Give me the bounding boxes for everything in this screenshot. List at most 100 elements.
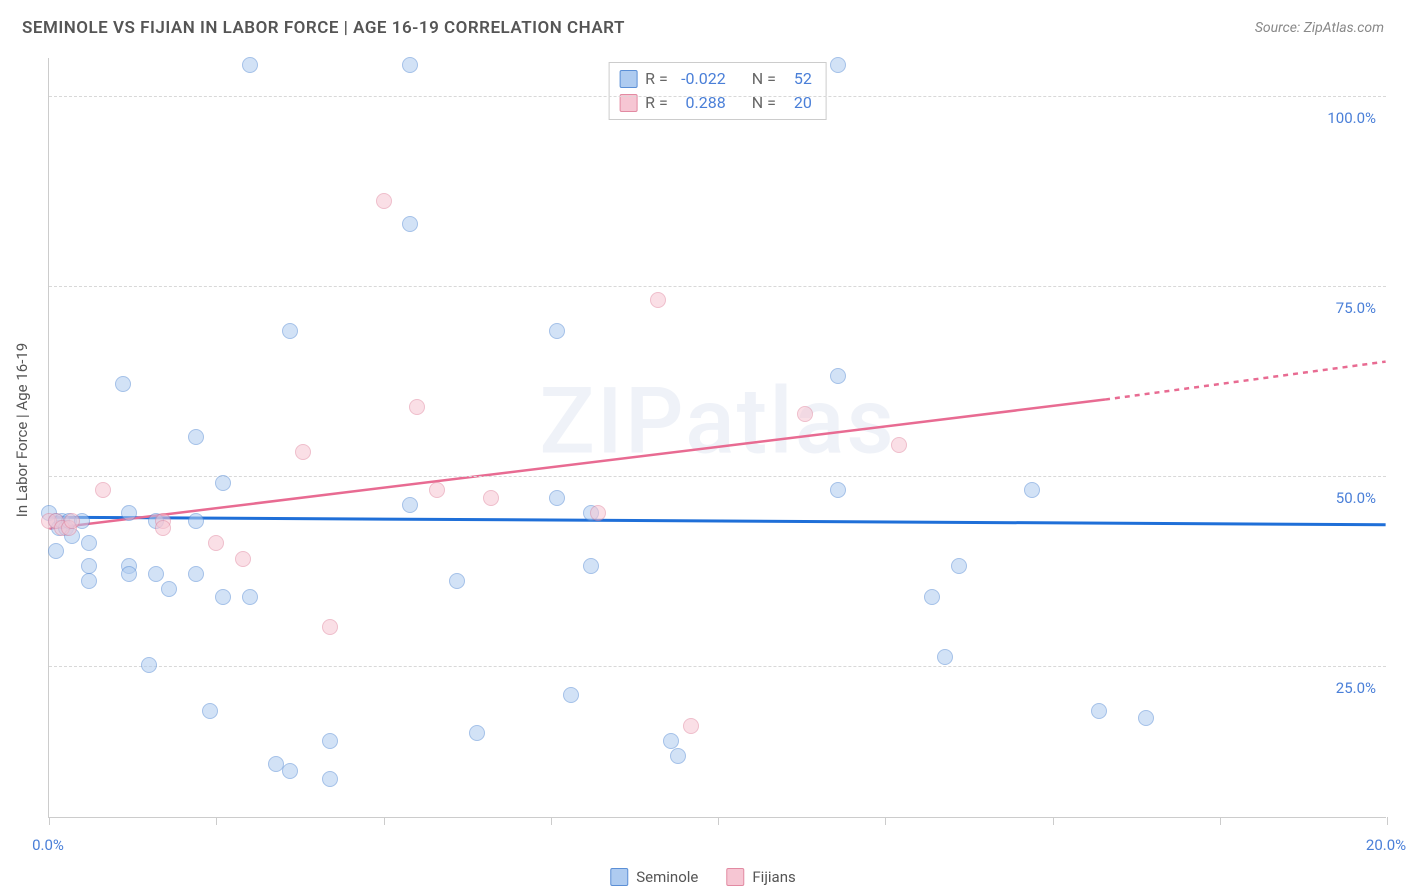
data-point xyxy=(188,513,204,529)
data-point xyxy=(282,763,298,779)
legend-swatch xyxy=(610,868,628,886)
r-value: -0.022 xyxy=(676,67,726,91)
data-point xyxy=(295,444,311,460)
y-tick-label: 50.0% xyxy=(1336,489,1376,507)
data-point xyxy=(322,619,338,635)
legend-label: Fijians xyxy=(752,868,795,886)
x-tick xyxy=(1220,817,1221,825)
n-value: 20 xyxy=(784,91,812,115)
data-point xyxy=(121,566,137,582)
chart-title: SEMINOLE VS FIJIAN IN LABOR FORCE | AGE … xyxy=(22,18,625,38)
data-point xyxy=(830,368,846,384)
gridline xyxy=(49,96,1386,97)
data-point xyxy=(282,323,298,339)
gridline xyxy=(49,666,1386,667)
x-tick xyxy=(885,817,886,825)
data-point xyxy=(161,581,177,597)
data-point xyxy=(48,543,64,559)
y-tick-label: 100.0% xyxy=(1327,109,1376,127)
chart-header: SEMINOLE VS FIJIAN IN LABOR FORCE | AGE … xyxy=(22,18,1384,38)
x-tick xyxy=(551,817,552,825)
y-axis-title: In Labor Force | Age 16-19 xyxy=(13,343,31,517)
data-point xyxy=(409,399,425,415)
data-point xyxy=(1091,703,1107,719)
data-point xyxy=(402,497,418,513)
legend-swatch xyxy=(619,70,637,88)
data-point xyxy=(81,573,97,589)
data-point xyxy=(583,558,599,574)
data-point xyxy=(663,733,679,749)
n-label: N = xyxy=(752,91,776,115)
r-label: R = xyxy=(645,91,668,115)
data-point xyxy=(115,376,131,392)
data-point xyxy=(121,505,137,521)
x-tick xyxy=(384,817,385,825)
data-point xyxy=(242,589,258,605)
data-point xyxy=(188,566,204,582)
gridline xyxy=(49,286,1386,287)
data-point xyxy=(683,718,699,734)
legend-label: Seminole xyxy=(636,868,698,886)
data-point xyxy=(81,535,97,551)
data-point xyxy=(148,566,164,582)
data-point xyxy=(670,748,686,764)
x-tick xyxy=(49,817,50,825)
data-point xyxy=(95,482,111,498)
data-point xyxy=(951,558,967,574)
x-tick xyxy=(1387,817,1388,825)
data-point xyxy=(937,649,953,665)
watermark-text: ZIPatlas xyxy=(539,369,895,476)
data-point xyxy=(449,573,465,589)
data-point xyxy=(650,292,666,308)
data-point xyxy=(797,406,813,422)
data-point xyxy=(155,520,171,536)
x-tick-label: 0.0% xyxy=(32,836,64,854)
data-point xyxy=(830,57,846,73)
data-point xyxy=(1024,482,1040,498)
data-point xyxy=(208,535,224,551)
x-tick xyxy=(1053,817,1054,825)
data-point xyxy=(215,589,231,605)
data-point xyxy=(1138,710,1154,726)
data-point xyxy=(235,551,251,567)
x-tick-label: 20.0% xyxy=(1366,836,1406,854)
data-point xyxy=(469,725,485,741)
data-point xyxy=(549,323,565,339)
data-point xyxy=(891,437,907,453)
data-point xyxy=(376,193,392,209)
data-point xyxy=(402,216,418,232)
data-point xyxy=(549,490,565,506)
data-point xyxy=(830,482,846,498)
n-label: N = xyxy=(752,67,776,91)
legend-item: Fijians xyxy=(726,868,795,886)
data-point xyxy=(563,687,579,703)
legend-item: Seminole xyxy=(610,868,698,886)
y-tick-label: 75.0% xyxy=(1336,299,1376,317)
r-label: R = xyxy=(645,67,668,91)
scatter-chart: ZIPatlas R =-0.022N =52R =0.288N =20 25.… xyxy=(48,58,1386,818)
data-point xyxy=(64,513,80,529)
series-legend: Seminole Fijians xyxy=(610,868,795,886)
data-point xyxy=(81,558,97,574)
data-point xyxy=(322,733,338,749)
data-point xyxy=(242,57,258,73)
data-point xyxy=(188,429,204,445)
y-tick-label: 25.0% xyxy=(1336,679,1376,697)
data-point xyxy=(402,57,418,73)
data-point xyxy=(141,657,157,673)
data-point xyxy=(590,505,606,521)
legend-swatch xyxy=(726,868,744,886)
gridline xyxy=(49,476,1386,477)
data-point xyxy=(483,490,499,506)
data-point xyxy=(202,703,218,719)
r-value: 0.288 xyxy=(676,91,726,115)
x-tick xyxy=(216,817,217,825)
source-attribution: Source: ZipAtlas.com xyxy=(1255,20,1384,36)
x-tick xyxy=(718,817,719,825)
correlation-row: R = 0.288 N = 20 xyxy=(619,91,812,115)
data-point xyxy=(429,482,445,498)
correlation-legend: R =-0.022N =52R =0.288N =20 xyxy=(608,62,827,120)
data-point xyxy=(322,771,338,787)
trend-lines xyxy=(49,58,1386,817)
correlation-row: R =-0.022N =52 xyxy=(619,67,812,91)
